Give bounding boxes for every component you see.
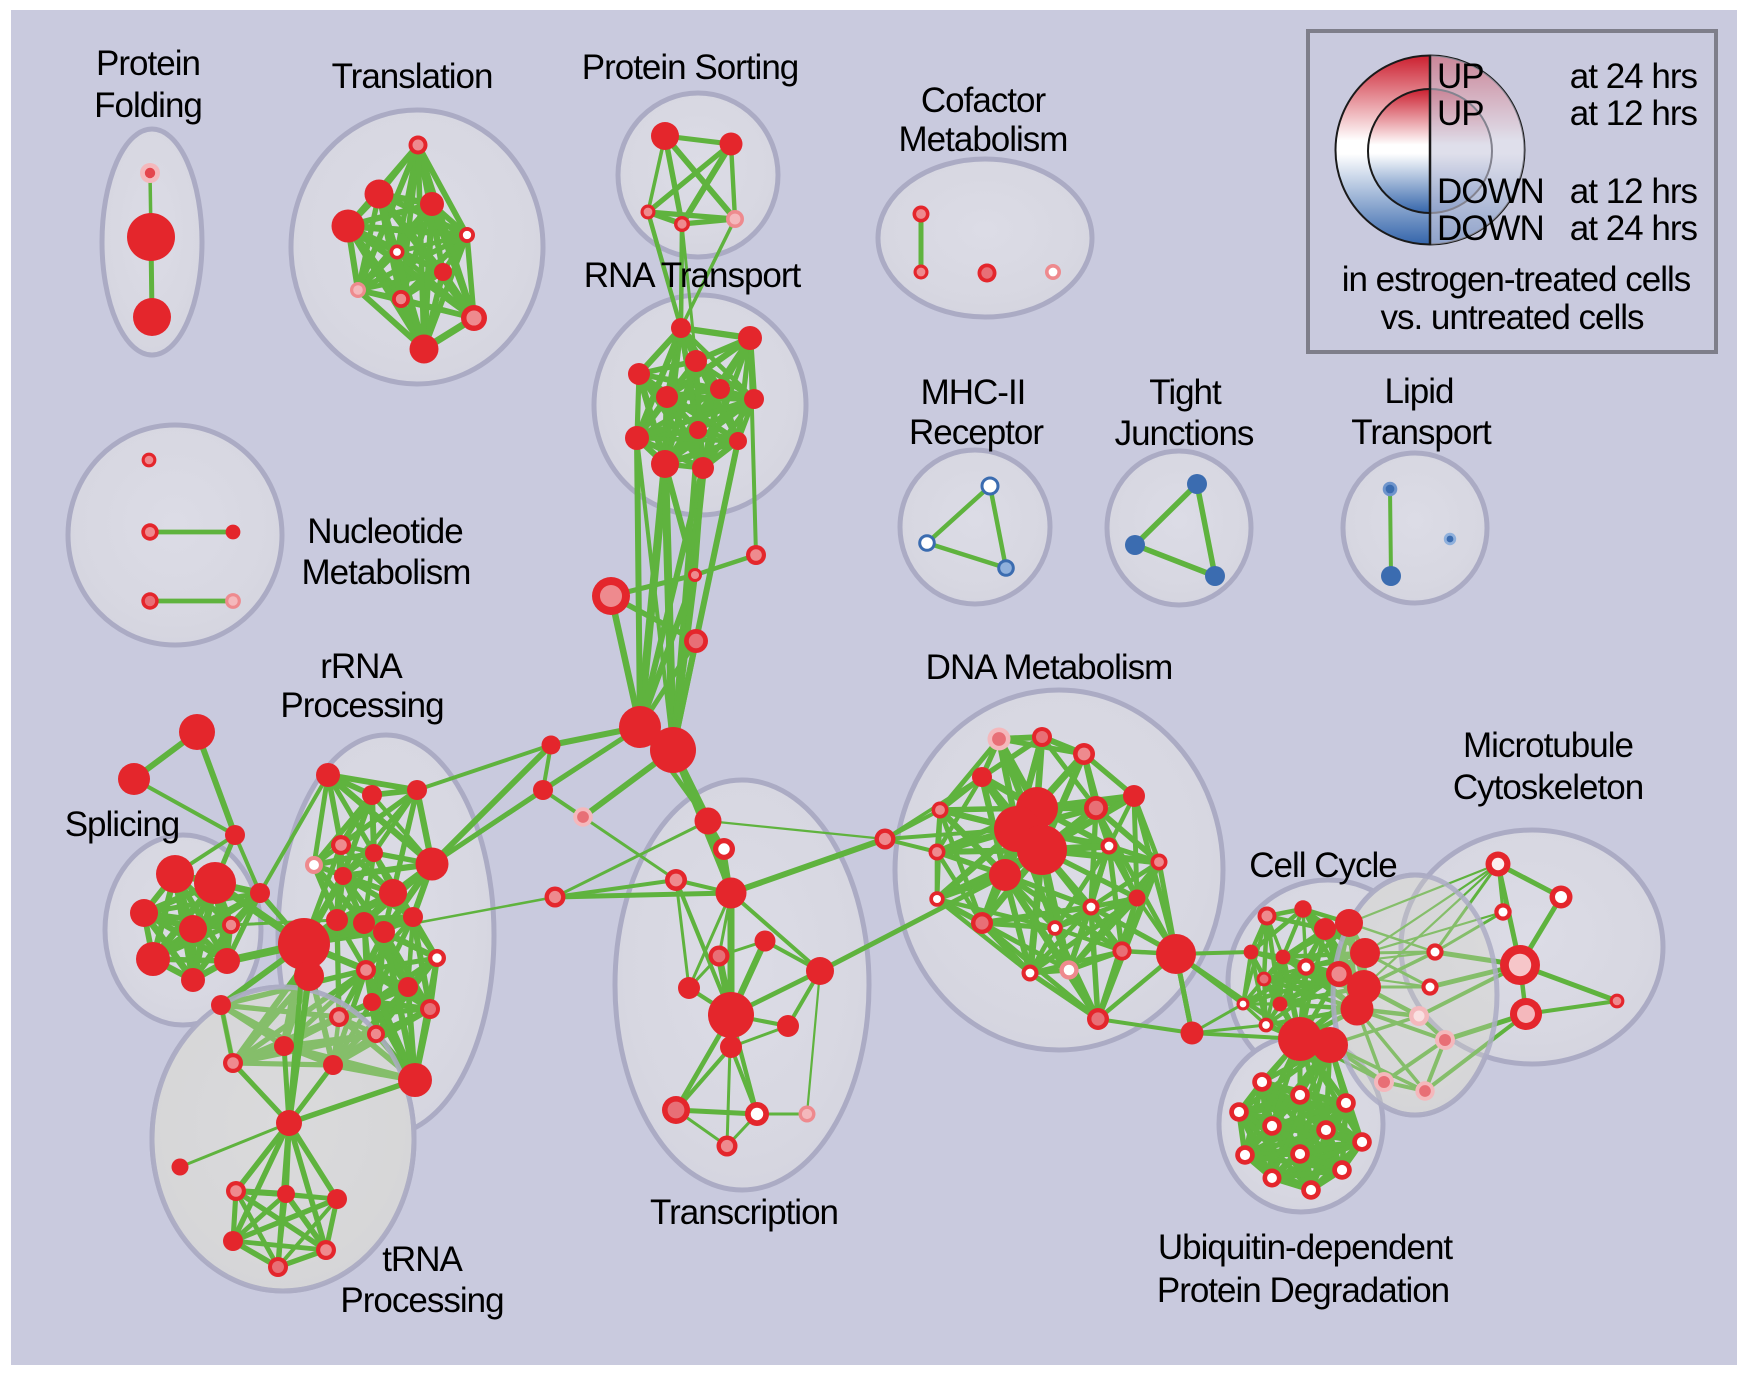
svg-text:DOWN: DOWN: [1437, 209, 1544, 248]
svg-text:Transport: Transport: [1351, 413, 1492, 452]
svg-text:Metabolism: Metabolism: [302, 553, 471, 592]
svg-text:tRNA: tRNA: [382, 1240, 463, 1279]
svg-text:Receptor: Receptor: [909, 413, 1044, 452]
svg-text:at 24 hrs: at 24 hrs: [1570, 57, 1698, 96]
svg-text:MHC-II: MHC-II: [921, 373, 1026, 412]
svg-text:vs. untreated cells: vs. untreated cells: [1380, 298, 1644, 337]
svg-text:Splicing: Splicing: [65, 805, 180, 844]
svg-text:Protein: Protein: [96, 44, 200, 83]
svg-text:Cofactor: Cofactor: [921, 81, 1047, 120]
svg-text:Processing: Processing: [280, 686, 443, 725]
svg-text:Ubiquitin-dependent: Ubiquitin-dependent: [1158, 1228, 1454, 1267]
svg-text:DNA Metabolism: DNA Metabolism: [926, 648, 1173, 687]
svg-text:Protein Sorting: Protein Sorting: [582, 48, 799, 87]
svg-text:in estrogen-treated cells: in estrogen-treated cells: [1342, 260, 1691, 299]
svg-text:at 24 hrs: at 24 hrs: [1570, 209, 1698, 248]
svg-text:Transcription: Transcription: [650, 1193, 838, 1232]
svg-text:Tight: Tight: [1149, 373, 1222, 412]
svg-text:Junctions: Junctions: [1115, 414, 1254, 453]
svg-text:rRNA: rRNA: [320, 647, 403, 686]
svg-text:Nucleotide: Nucleotide: [307, 512, 462, 551]
svg-text:Protein Degradation: Protein Degradation: [1157, 1271, 1449, 1310]
svg-text:UP: UP: [1437, 57, 1484, 96]
svg-text:RNA Transport: RNA Transport: [584, 256, 802, 295]
svg-text:DOWN: DOWN: [1437, 172, 1544, 211]
svg-text:Lipid: Lipid: [1385, 372, 1454, 411]
svg-text:Folding: Folding: [94, 86, 202, 125]
svg-text:Microtubule: Microtubule: [1463, 726, 1633, 765]
svg-text:Cell Cycle: Cell Cycle: [1249, 846, 1397, 885]
svg-text:at 12 hrs: at 12 hrs: [1570, 172, 1698, 211]
svg-text:Translation: Translation: [332, 57, 493, 96]
svg-text:Cytoskeleton: Cytoskeleton: [1453, 768, 1643, 807]
svg-text:Processing: Processing: [340, 1281, 503, 1320]
svg-text:UP: UP: [1437, 94, 1484, 133]
svg-text:Metabolism: Metabolism: [899, 120, 1068, 159]
svg-text:at 12 hrs: at 12 hrs: [1570, 94, 1698, 133]
